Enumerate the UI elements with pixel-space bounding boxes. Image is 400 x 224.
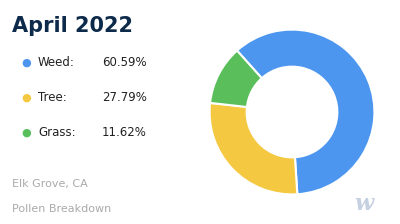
Text: Weed:: Weed: bbox=[38, 56, 75, 69]
Text: ●: ● bbox=[21, 58, 31, 68]
Text: 60.59%: 60.59% bbox=[102, 56, 147, 69]
Text: ●: ● bbox=[21, 127, 31, 137]
Text: Pollen Breakdown: Pollen Breakdown bbox=[12, 204, 111, 214]
Text: Elk Grove, CA: Elk Grove, CA bbox=[12, 179, 88, 189]
Text: w: w bbox=[354, 193, 374, 215]
Text: 11.62%: 11.62% bbox=[102, 126, 147, 139]
Wedge shape bbox=[210, 103, 297, 194]
Text: Grass:: Grass: bbox=[38, 126, 76, 139]
Text: 27.79%: 27.79% bbox=[102, 91, 147, 104]
Text: Tree:: Tree: bbox=[38, 91, 67, 104]
Text: April 2022: April 2022 bbox=[12, 16, 133, 36]
Wedge shape bbox=[237, 30, 374, 194]
Text: ●: ● bbox=[21, 93, 31, 102]
Wedge shape bbox=[210, 51, 262, 107]
